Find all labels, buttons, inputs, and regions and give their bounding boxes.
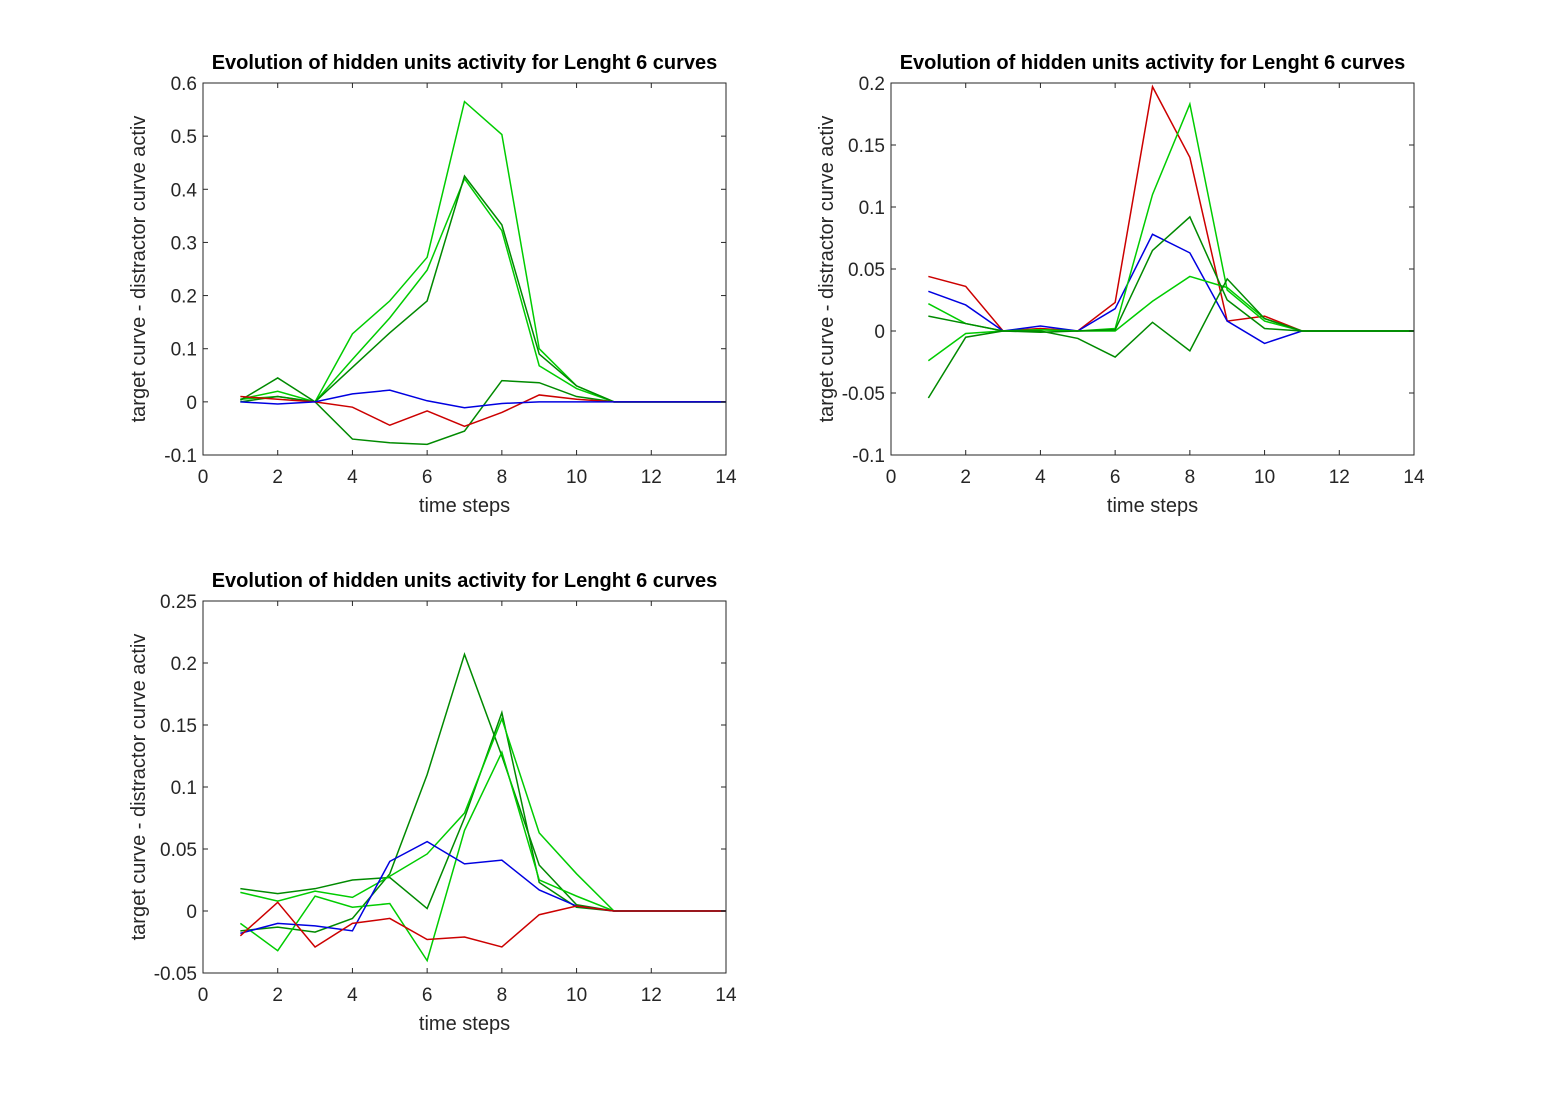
y-tick-label: 0.1 [171, 778, 197, 799]
y-tick-label: 0.2 [171, 654, 197, 675]
x-tick-label: 4 [1035, 467, 1046, 488]
y-tick-label: 0.05 [848, 260, 885, 281]
plot-area [203, 83, 726, 455]
y-tick-label: 0.05 [160, 840, 197, 861]
x-tick-label: 10 [566, 467, 587, 488]
x-tick-label: 14 [715, 467, 737, 488]
chart-title: Evolution of hidden units activity for L… [212, 52, 718, 74]
y-axis-label: target curve - distractor curve activ [128, 634, 150, 941]
y-tick-label: -0.05 [154, 964, 197, 985]
series-line-6 [240, 389, 726, 409]
x-axis-label: time steps [1107, 495, 1198, 517]
y-tick-label: 0.2 [171, 287, 197, 308]
x-tick-label: 6 [422, 467, 433, 488]
x-tick-label: 12 [1329, 467, 1350, 488]
x-tick-label: 0 [198, 985, 209, 1006]
y-tick-label: 0.6 [171, 74, 197, 95]
plot-area [891, 83, 1414, 455]
y-tick-label: 0.2 [859, 74, 885, 95]
series-line-6 [239, 901, 726, 948]
chart-title: Evolution of hidden units activity for L… [900, 52, 1406, 74]
x-tick-label: 10 [1254, 467, 1275, 488]
y-tick-label: 0 [186, 393, 197, 414]
y-tick-label: 0.3 [171, 233, 197, 254]
x-tick-label: 12 [641, 985, 662, 1006]
series-line-6 [927, 277, 1414, 399]
y-tick-label: -0.05 [842, 384, 885, 405]
y-tick-label: 0.5 [171, 127, 197, 148]
x-tick-label: 2 [272, 467, 283, 488]
y-tick-label: -0.1 [164, 446, 197, 467]
chart-3: 0 2 4 6 8 10 12 14-0.0500.050.10.150.20.25Evolu… [128, 570, 737, 1035]
x-tick-label: 10 [566, 985, 587, 1006]
y-tick-label: 0.15 [848, 136, 885, 157]
x-tick-label: 4 [347, 985, 358, 1006]
x-tick-label: 6 [422, 985, 433, 1006]
y-axis-label: target curve - distractor curve activ [128, 116, 150, 423]
y-tick-label: 0.1 [171, 340, 197, 361]
y-tick-label: 0.25 [160, 592, 197, 613]
x-tick-label: 8 [497, 467, 508, 488]
x-axis-label: time steps [419, 1013, 510, 1035]
y-tick-label: 0.15 [160, 716, 197, 737]
y-tick-label: 0 [874, 322, 885, 343]
y-tick-label: -0.1 [852, 446, 885, 467]
x-tick-label: 2 [960, 467, 971, 488]
y-axis-label: target curve - distractor curve activ [816, 116, 838, 423]
chart-2: 0 2 4 6 8 10 12 14 -0.1 -0.05 0 0.05 0.1 0.15 0.2 Evolu… [816, 52, 1425, 517]
y-tick-label: 0.1 [859, 198, 885, 219]
x-tick-label: 0 [886, 467, 897, 488]
x-tick-label: 6 [1110, 467, 1121, 488]
x-tick-label: 14 [715, 985, 737, 1006]
y-tick-label: 0 [186, 902, 197, 923]
y-tick-label: 0.4 [171, 180, 198, 201]
x-tick-label: 12 [641, 467, 662, 488]
x-tick-label: 8 [1185, 467, 1196, 488]
x-tick-label: 2 [272, 985, 283, 1006]
x-tick-label: 14 [1403, 467, 1425, 488]
axes-box [202, 82, 727, 456]
x-tick-label: 4 [347, 467, 358, 488]
x-tick-label: 8 [497, 985, 508, 1006]
chart-title: Evolution of hidden units activity for L… [212, 570, 718, 592]
chart-1: 0 2 4 6 8 10 12 14-0.100.10.20.30.40.50.6Evolut… [128, 52, 737, 517]
x-tick-label: 0 [198, 467, 209, 488]
x-axis-label: time steps [419, 495, 510, 517]
